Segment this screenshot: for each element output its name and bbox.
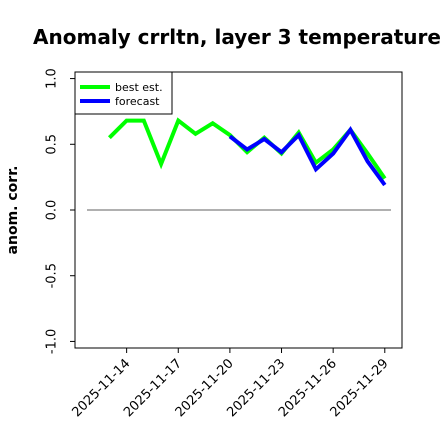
y-tick-label: 0.5 <box>45 134 60 155</box>
series-line-forecast <box>228 126 387 187</box>
y-tick-label: 1.0 <box>45 68 60 89</box>
chart-title: Anomaly crrltn, layer 3 temperature <box>33 25 440 49</box>
plot-area: -1.0-0.50.00.51.02025-11-142025-11-17202… <box>45 68 392 420</box>
legend-label-forecast: forecast <box>115 95 160 108</box>
y-tick-label: -0.5 <box>45 263 60 288</box>
plot-frame <box>74 71 403 349</box>
legend: best est. forecast <box>74 71 173 115</box>
y-axis-label: anom. corr. <box>5 166 21 255</box>
legend-box <box>74 71 173 115</box>
legend-label-best-est: best est. <box>115 81 163 94</box>
y-tick-label: -1.0 <box>45 329 60 354</box>
y-tick-label: 0.0 <box>45 200 60 221</box>
